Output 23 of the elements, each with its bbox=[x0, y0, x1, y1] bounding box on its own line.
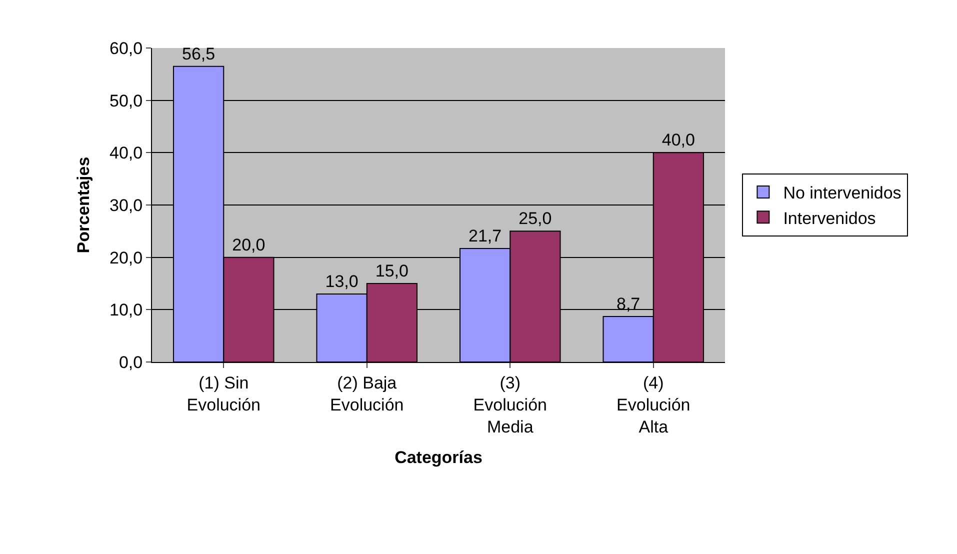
data-label: 56,5 bbox=[182, 44, 216, 64]
y-axis-title: Porcentajes bbox=[74, 156, 94, 254]
x-tick-label: (2) Baja Evolución bbox=[330, 373, 404, 414]
x-axis-title: Categorías bbox=[394, 448, 482, 467]
data-label: 15,0 bbox=[375, 262, 408, 280]
x-tick-label: (4) Evolución Alta bbox=[616, 373, 690, 437]
x-tick-label: (3) Evolución Media bbox=[473, 373, 547, 437]
data-label: 13,0 bbox=[325, 272, 358, 291]
data-label: 20,0 bbox=[232, 235, 266, 254]
y-tick-label: 50,0 bbox=[110, 91, 143, 110]
y-tick-label: 0,0 bbox=[118, 352, 143, 372]
data-label: 21,7 bbox=[468, 226, 502, 246]
y-tick-label: 20,0 bbox=[110, 248, 143, 268]
y-tick-label: 40,0 bbox=[110, 144, 143, 163]
y-tick-label: 60,0 bbox=[110, 38, 143, 58]
y-tick-label: 30,0 bbox=[110, 196, 143, 215]
x-tick-label: (1) Sin Evolución bbox=[186, 373, 260, 414]
data-label: 8,7 bbox=[616, 294, 640, 314]
data-label: 40,0 bbox=[662, 130, 695, 150]
data-label: 25,0 bbox=[518, 209, 552, 228]
y-tick-label: 10,0 bbox=[110, 300, 143, 320]
legend-label: No intervenidos bbox=[783, 184, 902, 203]
legend-label: Intervenidos bbox=[783, 208, 876, 228]
